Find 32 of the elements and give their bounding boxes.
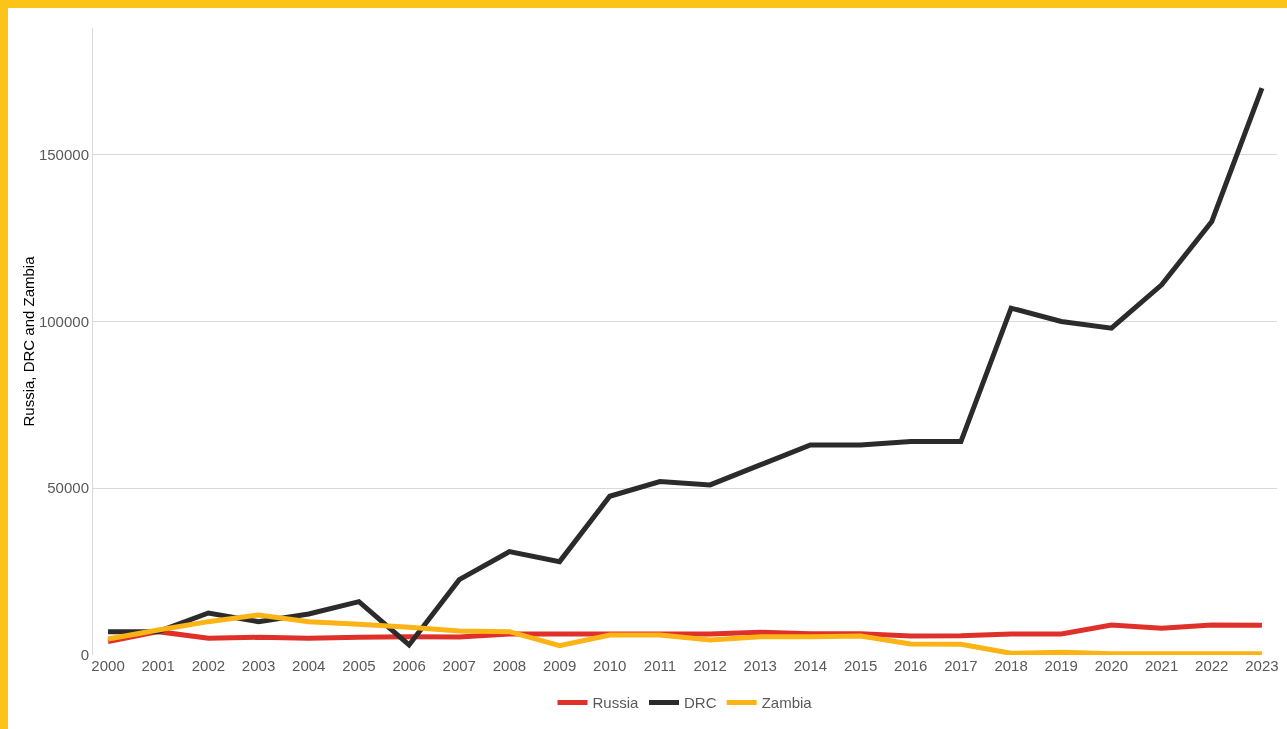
y-axis-title: Russia, DRC and Zambia (19, 255, 37, 427)
x-tick-label: 2008 (492, 657, 527, 674)
y-tick-label: 50000 (47, 479, 89, 497)
x-tick-label: 2001 (141, 657, 175, 674)
y-tick-label: 150000 (38, 145, 89, 163)
y-tick-label: 0 (80, 646, 89, 664)
x-tick-label: 2019 (1044, 657, 1078, 674)
legend-label: Russia (592, 694, 640, 712)
x-tick-label: 2014 (793, 657, 828, 674)
x-tick-label: 2022 (1195, 657, 1229, 674)
x-tick-label: 2023 (1245, 657, 1279, 674)
x-tick-label: 2015 (843, 657, 878, 674)
x-tick-label: 2009 (542, 657, 577, 674)
x-tick-label: 2011 (643, 657, 677, 674)
x-tick-label: 2016 (894, 657, 928, 674)
legend-label: Zambia (761, 694, 813, 712)
x-tick-label: 2003 (241, 657, 276, 674)
x-tick-label: 2013 (743, 657, 777, 674)
x-tick-label: 2000 (91, 657, 125, 674)
x-tick-label: 2010 (593, 657, 627, 674)
x-tick-label: 2018 (994, 657, 1028, 674)
x-tick-label: 2012 (693, 657, 727, 674)
x-tick-label: 2020 (1094, 657, 1129, 674)
x-tick-label: 2002 (191, 657, 226, 674)
x-tick-label: 2021 (1144, 657, 1179, 674)
x-tick-label: 2006 (392, 657, 426, 674)
x-tick-label: 2017 (944, 657, 978, 674)
x-tick-label: 2005 (342, 657, 376, 674)
y-tick-label: 100000 (38, 312, 89, 330)
legend-label: DRC (684, 694, 717, 712)
x-tick-label: 2004 (292, 657, 326, 674)
x-tick-label: 2007 (442, 657, 476, 674)
